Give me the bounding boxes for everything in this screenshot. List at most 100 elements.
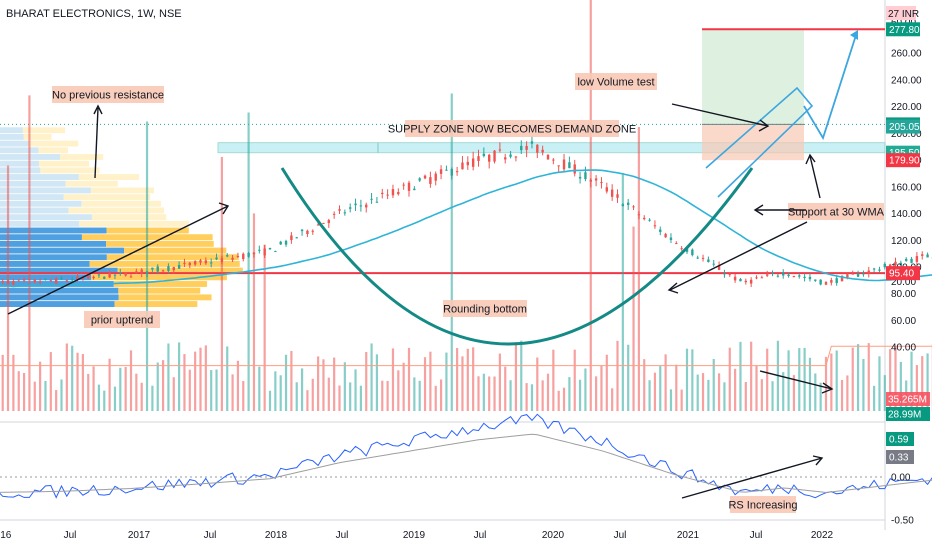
candle-body xyxy=(648,219,651,221)
volume-bar xyxy=(60,379,63,411)
volume-bar xyxy=(338,385,341,411)
candle-body xyxy=(760,277,764,279)
stop-box xyxy=(702,124,804,161)
annotation-arrowhead xyxy=(812,455,824,466)
candle-body xyxy=(621,204,625,207)
volume-bar xyxy=(723,382,726,411)
candle-body xyxy=(525,145,528,150)
candle-body xyxy=(504,157,507,160)
price-tick-label: 200.00 xyxy=(891,129,922,140)
annotation-box xyxy=(788,203,884,220)
candle-body xyxy=(204,260,208,264)
volume-bar xyxy=(851,347,854,411)
volume-bar xyxy=(787,350,790,411)
volume-bar xyxy=(889,349,892,411)
annotation-arrowhead xyxy=(821,382,834,394)
candle-body xyxy=(872,268,876,270)
candle-body xyxy=(653,225,657,227)
volume-bar xyxy=(167,343,170,411)
candle-body xyxy=(626,202,630,205)
candle-body xyxy=(161,270,165,272)
volume-bar xyxy=(252,213,256,411)
volume-bar xyxy=(49,352,52,411)
volume-bar xyxy=(397,370,400,411)
price-label-text: 277.80 xyxy=(889,25,920,36)
volume-bar xyxy=(456,347,459,411)
candle-body xyxy=(199,260,202,263)
time-tick-label: Jul xyxy=(614,530,627,541)
volume-bar xyxy=(926,353,929,411)
volume-bar xyxy=(562,387,566,411)
profile-bar xyxy=(79,220,189,227)
candle-body xyxy=(242,253,245,260)
candle-body xyxy=(643,217,646,220)
profile-bar xyxy=(22,127,66,134)
candle-body xyxy=(423,175,427,179)
price-candles xyxy=(1,135,932,288)
candle-body xyxy=(140,269,143,274)
candle-body xyxy=(193,261,197,265)
volume-bar xyxy=(17,371,20,411)
candle-body xyxy=(22,279,26,281)
profile-bar xyxy=(0,287,119,294)
candle-body xyxy=(49,280,53,282)
price-tick-label: 140.00 xyxy=(891,209,922,220)
volume-bar xyxy=(584,368,587,411)
candle-body xyxy=(696,257,699,259)
profile-bar xyxy=(0,240,107,247)
candle-body xyxy=(151,267,154,270)
candle-body xyxy=(209,262,213,264)
volume-bar xyxy=(530,384,534,411)
axes-layer: 40.0060.0080.00100.00120.00140.00160.001… xyxy=(0,6,930,541)
annotation-arrowhead xyxy=(753,204,764,216)
profile-bar xyxy=(0,267,118,274)
volume-bar xyxy=(520,340,523,411)
profile-bar xyxy=(0,254,107,261)
candle-body xyxy=(733,276,737,281)
price-label-text: 179.90 xyxy=(889,156,920,167)
volume-label xyxy=(886,407,930,421)
candle-body xyxy=(926,254,929,258)
volume-bar xyxy=(145,121,149,411)
volume-bar xyxy=(910,351,913,411)
candle-body xyxy=(450,169,453,176)
profile-bar xyxy=(68,207,165,214)
candle-body xyxy=(883,263,887,268)
profile-bar xyxy=(0,147,39,154)
candle-body xyxy=(375,201,379,203)
candle-body xyxy=(300,229,304,232)
volume-bar xyxy=(750,341,753,411)
annotation-box xyxy=(443,300,527,317)
volume-bar xyxy=(258,366,261,411)
price-label xyxy=(886,22,920,37)
annotation-text: Support at 30 WMA xyxy=(788,207,885,219)
profile-bar xyxy=(118,287,201,294)
candle-body xyxy=(552,159,555,161)
volume-bar xyxy=(44,380,47,411)
profile-bar xyxy=(0,167,41,174)
candle-body xyxy=(44,278,47,280)
candle-body xyxy=(487,154,491,162)
top-price-badge-text: 27 INR xyxy=(888,9,919,20)
candle-body xyxy=(103,276,106,279)
candle-body xyxy=(167,266,170,271)
volume-bar xyxy=(734,368,737,411)
volume-bar xyxy=(488,376,491,411)
candle-body xyxy=(60,277,63,280)
volume-bar xyxy=(236,360,240,411)
volume-bar xyxy=(365,351,368,411)
time-tick-label: 2018 xyxy=(265,530,288,541)
volume-bar xyxy=(33,381,36,411)
volume-bar xyxy=(595,376,598,411)
volume-bars xyxy=(0,0,932,412)
volume-bar xyxy=(140,382,143,411)
volume-bar xyxy=(643,359,646,411)
time-tick-label: Jul xyxy=(750,530,763,541)
volume-bar xyxy=(423,357,427,411)
candle-body xyxy=(600,182,603,184)
candle-body xyxy=(578,176,582,179)
volume-bar xyxy=(386,380,389,411)
volume-bar xyxy=(493,376,496,411)
annotation-text: No previous resistance xyxy=(52,90,164,102)
